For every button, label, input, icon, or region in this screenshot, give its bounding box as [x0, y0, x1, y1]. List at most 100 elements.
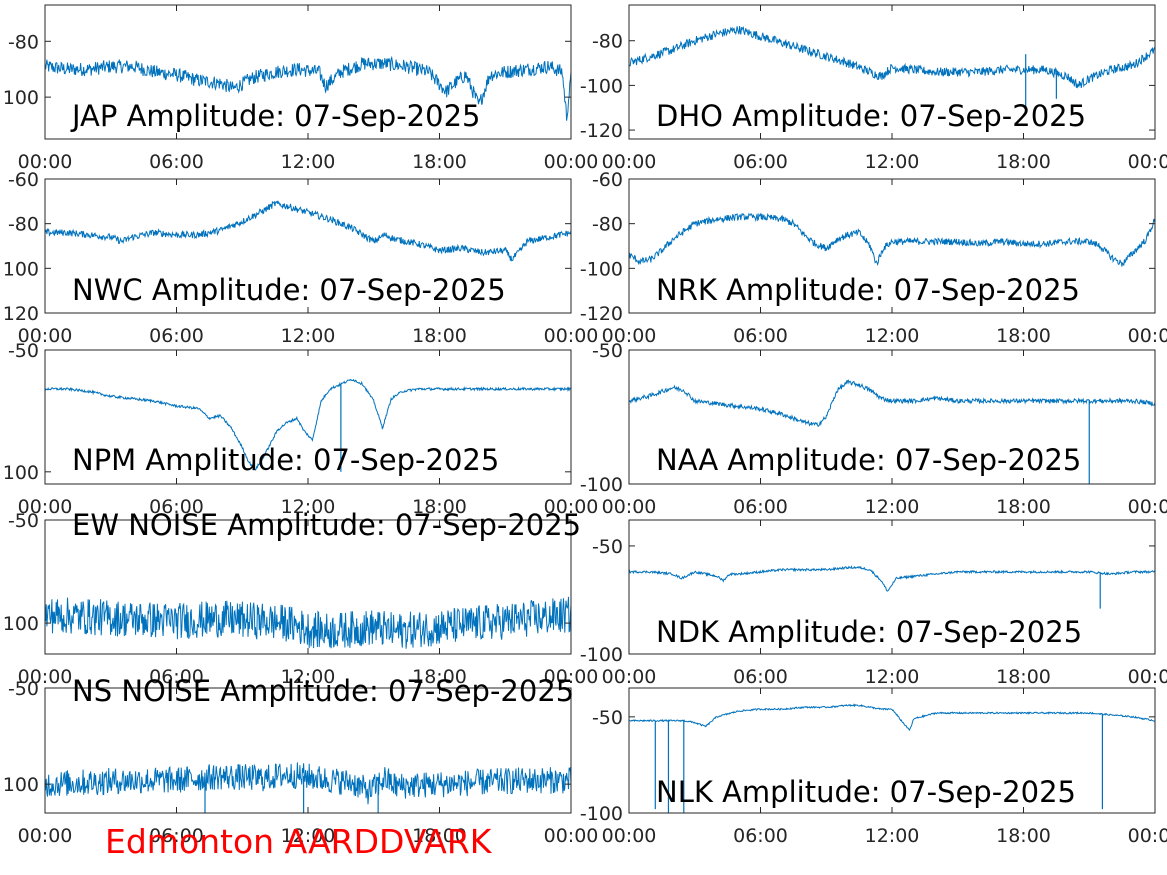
x-tick-label: 06:00 — [733, 496, 788, 518]
y-tick-label: -100 — [580, 474, 623, 496]
y-tick-label: -50 — [592, 340, 623, 362]
y-tick-label: -50 — [8, 678, 39, 700]
x-tick-label: 00:00 — [602, 151, 657, 173]
series-line — [629, 379, 1155, 428]
x-tick-label: 12:00 — [281, 496, 336, 518]
x-tick-label: 00:00 — [18, 666, 73, 688]
x-tick-label: 00:00 — [544, 496, 599, 518]
panel-title: NS NOISE Amplitude: 07-Sep-2025 — [72, 674, 574, 708]
chart-panel-3: -60-80-100-12000:0006:0012:0018:0000:00N… — [580, 169, 1167, 347]
chart-panel-0: -80 100 00:00 06:00 12:00 18:00 00:00 JAP Ampli… — [3, 4, 599, 173]
x-tick-label: 06:00 — [149, 666, 204, 688]
x-tick-label: 06:00 — [149, 325, 204, 347]
x-tick-label: 00:00 — [544, 825, 599, 847]
x-tick-label: 18:00 — [412, 666, 467, 688]
x-tick-label: 18:00 — [412, 825, 467, 847]
x-tick-label: 00:00 — [1128, 825, 1167, 847]
y-tick-label: -100 — [580, 803, 623, 825]
series-line — [629, 565, 1155, 592]
x-tick-label: 06:00 — [149, 151, 204, 173]
x-tick-label: 00:00 — [18, 825, 73, 847]
x-tick-label: 18:00 — [996, 666, 1051, 688]
x-tick-label: 06:00 — [733, 325, 788, 347]
x-tick-label: 00:00 — [18, 151, 73, 173]
y-tick-label: -120 — [580, 120, 623, 142]
y-tick-label: 100 — [3, 258, 39, 280]
chart-panel-8: -50 100 00:00 06:00 12:00 18:00 00:00 NS NOISE … — [3, 674, 599, 847]
y-tick-label: -50 — [592, 707, 623, 729]
x-tick-label: 12:00 — [865, 666, 920, 688]
x-tick-label: 18:00 — [412, 151, 467, 173]
x-tick-label: 00:00 — [602, 325, 657, 347]
x-tick-label: 06:00 — [733, 666, 788, 688]
y-tick-label: 100 — [3, 87, 39, 109]
x-tick-label: 06:00 — [149, 496, 204, 518]
x-tick-label: 12:00 — [281, 151, 336, 173]
chart-panel-1: -80 -100 -120 00:00 06:00 12:00 18:00 00:00 DHO … — [580, 4, 1167, 173]
panel-title: DHO Amplitude: 07-Sep-2025 — [656, 99, 1086, 133]
x-tick-label: 18:00 — [412, 496, 467, 518]
x-tick-label: 00:00 — [544, 151, 599, 173]
y-tick-label: -80 — [8, 31, 39, 53]
x-tick-label: 00:00 — [1128, 325, 1167, 347]
series-line — [45, 378, 571, 471]
y-tick-label: -50 — [8, 340, 39, 362]
x-tick-label: 00:00 — [18, 325, 73, 347]
panel-title: NWC Amplitude: 07-Sep-2025 — [72, 273, 506, 307]
y-tick-label: 120 — [3, 303, 39, 325]
panel-title: NLK Amplitude: 07-Sep-2025 — [656, 775, 1076, 809]
panel-title: NAA Amplitude: 07-Sep-2025 — [656, 443, 1081, 477]
y-tick-label: -60 — [592, 169, 623, 191]
chart-panel-6: -50 100 00:00 06:00 12:00 18:00 00:00 EW NOISE … — [3, 508, 599, 688]
x-tick-label: 00:00 — [544, 666, 599, 688]
x-tick-label: 00:00 — [544, 325, 599, 347]
chart-panel-4: -50 100 00:00 06:00 12:00 18:00 00:00 NPM Ampli… — [3, 340, 599, 518]
y-tick-label: -80 — [8, 214, 39, 236]
x-tick-label: 18:00 — [996, 151, 1051, 173]
panel-title: NDK Amplitude: 07-Sep-2025 — [656, 615, 1082, 649]
panel-title: NPM Amplitude: 07-Sep-2025 — [72, 443, 499, 477]
y-tick-label: -50 — [8, 510, 39, 532]
y-tick-label: -100 — [580, 75, 623, 97]
x-tick-label: 12:00 — [281, 325, 336, 347]
x-tick-label: 18:00 — [996, 825, 1051, 847]
x-tick-label: 00:00 — [18, 496, 73, 518]
y-tick-label: -100 — [580, 258, 623, 280]
y-tick-label: -120 — [580, 303, 623, 325]
x-tick-label: 12:00 — [865, 496, 920, 518]
panel-title: EW NOISE Amplitude: 07-Sep-2025 — [72, 508, 581, 542]
series-line — [629, 212, 1155, 267]
y-tick-label: -50 — [592, 536, 623, 558]
x-tick-label: 00:00 — [602, 825, 657, 847]
y-tick-label: -60 — [8, 169, 39, 191]
series-line — [45, 200, 571, 262]
y-tick-label: 100 — [3, 462, 39, 484]
x-tick-label: 12:00 — [281, 666, 336, 688]
panel-title: NRK Amplitude: 07-Sep-2025 — [656, 273, 1080, 307]
y-tick-label: -80 — [592, 31, 623, 53]
x-tick-label: 12:00 — [865, 325, 920, 347]
series-line — [45, 55, 571, 121]
x-tick-label: 00:00 — [1128, 666, 1167, 688]
series-line — [45, 762, 571, 805]
y-tick-label: -100 — [580, 644, 623, 666]
series-line — [45, 596, 571, 649]
y-tick-label: 100 — [3, 613, 39, 635]
x-tick-label: 06:00 — [149, 825, 204, 847]
series-line — [629, 25, 1155, 89]
x-tick-label: 18:00 — [412, 325, 467, 347]
y-tick-label: 100 — [3, 774, 39, 796]
x-tick-label: 18:00 — [996, 496, 1051, 518]
x-tick-label: 00:00 — [1128, 151, 1167, 173]
x-tick-label: 00:00 — [602, 496, 657, 518]
series-line — [629, 703, 1155, 732]
x-tick-label: 12:00 — [865, 825, 920, 847]
y-tick-label: -80 — [592, 214, 623, 236]
x-tick-label: 00:00 — [602, 666, 657, 688]
x-tick-label: 06:00 — [733, 151, 788, 173]
